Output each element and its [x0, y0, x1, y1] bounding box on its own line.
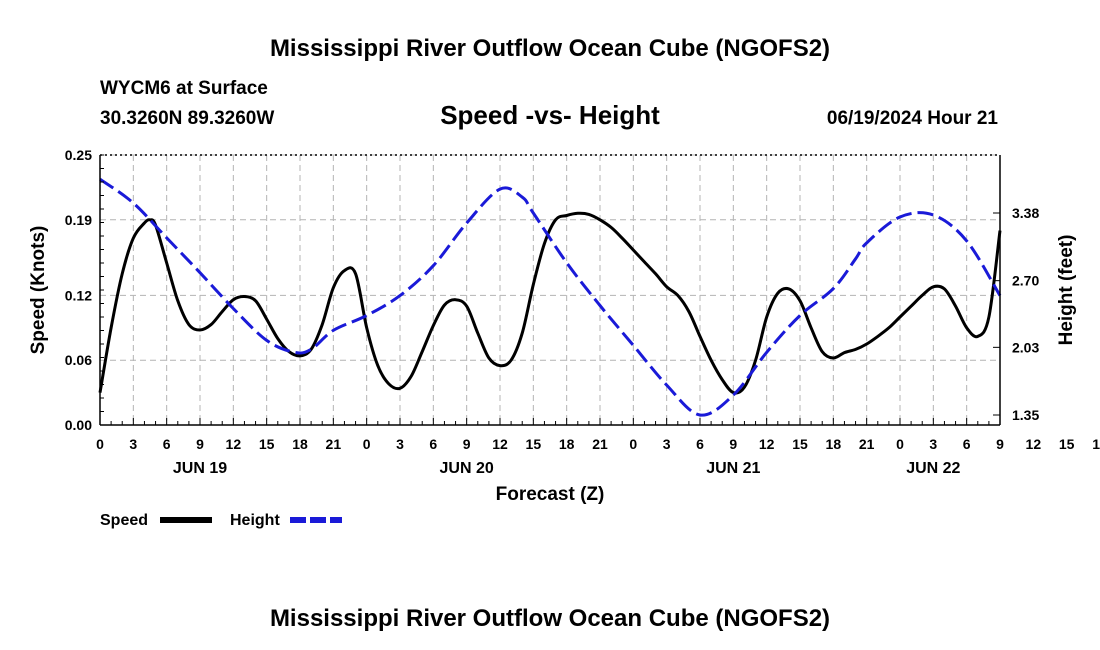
day-label: JUN 19 — [173, 460, 227, 477]
x-tick-label: 0 — [363, 436, 371, 452]
chart-title: Speed -vs- Height — [440, 100, 660, 130]
x-tick-label: 15 — [1059, 436, 1075, 452]
x-tick-label: 6 — [696, 436, 704, 452]
x-tick-label: 12 — [1026, 436, 1042, 452]
x-tick-label: 6 — [163, 436, 171, 452]
x-tick-label: 21 — [859, 436, 875, 452]
x-tick-label: 3 — [929, 436, 937, 452]
x-tick-label: 0 — [96, 436, 104, 452]
y-tick-label-left: 0.19 — [65, 212, 92, 228]
legend: Speed Height — [100, 512, 342, 529]
station-label: WYCM6 at Surface — [100, 78, 268, 99]
x-tick-label: 3 — [396, 436, 404, 452]
y-axis-label-left: Speed (Knots) — [28, 226, 49, 355]
title-top: Mississippi River Outflow Ocean Cube (NG… — [270, 35, 830, 62]
x-tick-label: 15 — [259, 436, 275, 452]
x-tick-label: 18 — [826, 436, 842, 452]
x-tick-label: 21 — [592, 436, 608, 452]
x-tick-label: 18 — [1092, 436, 1100, 452]
title-bottom: Mississippi River Outflow Ocean Cube (NG… — [270, 605, 830, 632]
y-tick-label-left: 0.25 — [65, 147, 92, 163]
series-layer — [98, 177, 1002, 417]
series-line-height — [99, 177, 1002, 417]
x-tick-label: 18 — [292, 436, 308, 452]
x-tick-label: 15 — [526, 436, 542, 452]
axes — [99, 154, 1001, 426]
x-tick-label: 12 — [492, 436, 508, 452]
x-tick-label: 15 — [792, 436, 808, 452]
x-tick-label: 0 — [896, 436, 904, 452]
y-tick-label-right: 3.38 — [1012, 205, 1039, 221]
y-tick-label-left: 0.00 — [65, 417, 92, 433]
y-tick-label-left: 0.12 — [65, 287, 92, 303]
grid — [99, 154, 1001, 426]
legend-speed-label: Speed — [100, 512, 148, 529]
date-label: 06/19/2024 Hour 21 — [827, 108, 999, 129]
x-tick-label: 3 — [129, 436, 137, 452]
day-label: JUN 22 — [906, 460, 960, 477]
x-tick-label: 6 — [963, 436, 971, 452]
x-tick-label: 6 — [429, 436, 437, 452]
x-axis-label: Forecast (Z) — [496, 484, 605, 505]
y-axis-label-right: Height (feet) — [1056, 235, 1077, 346]
x-tick-label: 0 — [629, 436, 637, 452]
day-label: JUN 20 — [440, 460, 494, 477]
x-tick-label: 12 — [226, 436, 242, 452]
y-tick-label-right: 2.70 — [1012, 273, 1039, 289]
x-tick-label: 9 — [729, 436, 737, 452]
coords-label: 30.3260N 89.3260W — [100, 108, 274, 129]
x-tick-label: 21 — [326, 436, 342, 452]
x-tick-label: 9 — [196, 436, 204, 452]
x-tick-label: 3 — [663, 436, 671, 452]
y-tick-label-right: 1.35 — [1012, 407, 1039, 423]
series-line-speed — [98, 211, 1002, 395]
y-tick-label-left: 0.06 — [65, 352, 92, 368]
legend-height-label: Height — [230, 512, 280, 529]
y-tick-label-right: 2.03 — [1012, 339, 1039, 355]
x-tick-label: 9 — [996, 436, 1004, 452]
day-label: JUN 21 — [706, 460, 760, 477]
x-tick-label: 9 — [463, 436, 471, 452]
x-tick-label: 18 — [559, 436, 575, 452]
x-tick-label: 12 — [759, 436, 775, 452]
tick-labels: 0 3 6 9 12 15 18 21 0 3 6 9 12 15 18 21 0 3 6 9 12 15 18 21 0 3 6 9… — [65, 147, 1100, 477]
